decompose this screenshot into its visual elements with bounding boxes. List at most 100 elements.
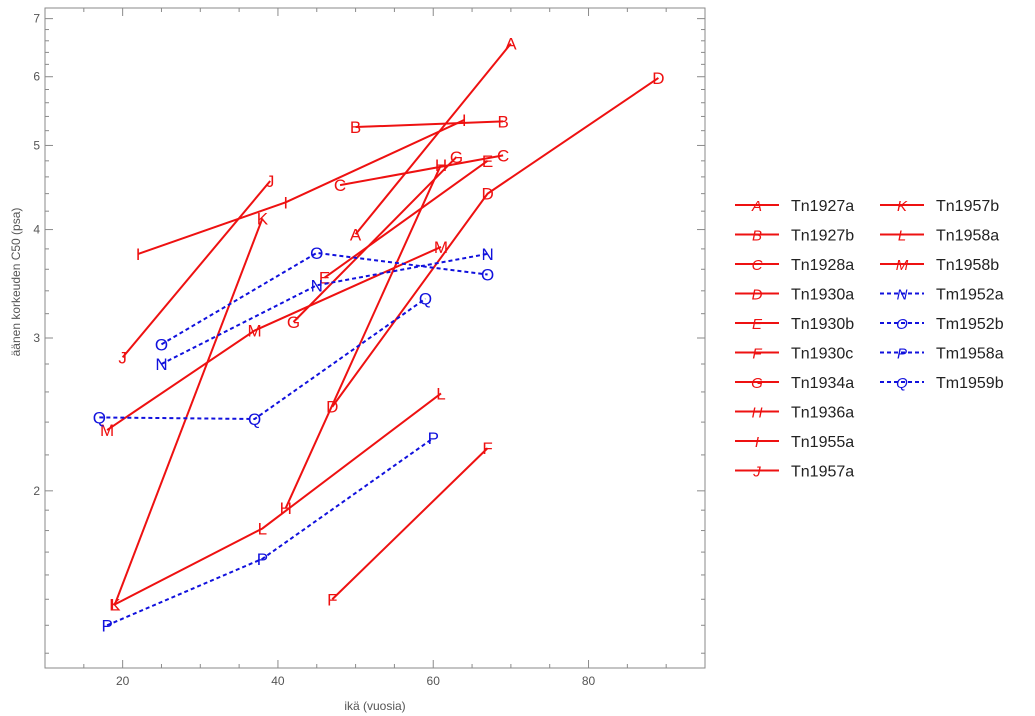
x-tick-label: 40 bbox=[271, 674, 285, 688]
legend-marker: C bbox=[752, 257, 763, 274]
data-point: I bbox=[462, 111, 467, 130]
data-point: P bbox=[101, 616, 112, 635]
legend-item-Tm1958a: P Tm1958a bbox=[880, 346, 1004, 363]
series-line bbox=[99, 297, 427, 420]
data-point: N bbox=[155, 355, 167, 374]
data-point: D bbox=[652, 69, 664, 88]
y-tick-label: 7 bbox=[33, 12, 40, 26]
legend-label: Tn1930a bbox=[791, 287, 854, 304]
legend-item-Tn1927a: A Tn1927a bbox=[735, 198, 854, 215]
series-Tm1959b: Q Q Q bbox=[93, 290, 432, 429]
data-point: L bbox=[436, 384, 445, 403]
data-point: Q bbox=[419, 290, 432, 309]
series-line bbox=[331, 77, 659, 408]
data-point: C bbox=[497, 146, 509, 165]
legend-label: Tm1959b bbox=[936, 375, 1004, 392]
legend-label: Tn1958b bbox=[936, 257, 999, 274]
legend-item-Tn1957a: J Tn1957a bbox=[735, 464, 854, 481]
legend-label: Tn1927b bbox=[791, 228, 854, 245]
legend-label: Tn1958a bbox=[936, 228, 999, 245]
data-point: O bbox=[310, 244, 323, 263]
series-Tn1957b: KK bbox=[109, 209, 269, 614]
data-point: M bbox=[100, 421, 114, 440]
legend-label: Tn1934a bbox=[791, 375, 854, 392]
data-point: B bbox=[497, 112, 508, 131]
legend-label: Tn1928a bbox=[791, 257, 854, 274]
series-line bbox=[355, 120, 504, 129]
series-line bbox=[106, 246, 442, 431]
series-line bbox=[106, 437, 434, 627]
series-Tn1936a: HH bbox=[280, 156, 448, 518]
series-line bbox=[121, 180, 271, 358]
legend-label: Tn1955a bbox=[791, 434, 854, 451]
data-point: C bbox=[334, 176, 346, 195]
series-line bbox=[137, 119, 465, 255]
series-layer: AAB BCCDDDEEFFGGHHIIIJJKKLLLMMMNNNOOOPPPQ… bbox=[93, 35, 665, 636]
legend-marker: J bbox=[752, 464, 761, 481]
y-tick-label: 3 bbox=[33, 331, 40, 345]
legend-item-Tn1936a: H Tn1936a bbox=[735, 405, 854, 422]
data-point: O bbox=[155, 335, 168, 354]
x-axis-title: ikä (vuosia) bbox=[344, 699, 405, 713]
series-line bbox=[284, 164, 442, 509]
legend-marker: N bbox=[897, 287, 908, 304]
legend-item-Tn1957b: K Tn1957b bbox=[880, 198, 999, 215]
data-point: I bbox=[136, 245, 141, 264]
x-tick-label: 60 bbox=[427, 674, 441, 688]
data-point: A bbox=[350, 225, 362, 244]
legend-label: Tn1936a bbox=[791, 405, 854, 422]
data-point: P bbox=[257, 550, 268, 569]
data-point: J bbox=[118, 348, 127, 367]
data-point: G bbox=[287, 313, 300, 332]
data-point: M bbox=[434, 238, 448, 257]
legend-marker: E bbox=[752, 316, 763, 333]
legend-item-Tm1952a: N Tm1952a bbox=[880, 287, 1004, 304]
legend-item-Tn1958a: L Tn1958a bbox=[880, 228, 999, 245]
legend-marker: D bbox=[752, 287, 763, 304]
legend-label: Tn1957b bbox=[936, 198, 999, 215]
series-Tm1952a: N N N bbox=[155, 245, 493, 374]
legend-marker: O bbox=[896, 316, 908, 333]
series-line bbox=[113, 218, 264, 605]
series-Tn1957a: JJ bbox=[118, 172, 274, 367]
series-Tn1930c: FF bbox=[327, 439, 493, 609]
x-tick-label: 80 bbox=[582, 674, 596, 688]
data-point: J bbox=[266, 172, 275, 191]
data-point: D bbox=[481, 185, 493, 204]
y-tick-label: 6 bbox=[33, 70, 40, 84]
plot-frame bbox=[44, 7, 706, 669]
legend-marker: L bbox=[898, 228, 906, 245]
legend: A Tn1927a B Tn1927b C Tn1928a D Tn1930a E Tn1930b… bbox=[735, 198, 1004, 481]
data-point: A bbox=[505, 35, 517, 54]
data-point: P bbox=[428, 429, 439, 448]
data-point: H bbox=[435, 156, 447, 175]
legend-item-Tn1930c: F Tn1930c bbox=[735, 346, 853, 363]
data-point: L bbox=[110, 595, 119, 614]
legend-label: Tn1927a bbox=[791, 198, 854, 215]
data-point: B bbox=[350, 118, 361, 137]
legend-label: Tn1930b bbox=[791, 316, 854, 333]
legend-item-Tm1959b: Q Tm1959b bbox=[880, 375, 1004, 392]
legend-marker: G bbox=[751, 375, 763, 392]
series-Tn1958b: M M M bbox=[100, 238, 448, 440]
y-tick-label: 2 bbox=[33, 484, 40, 498]
series-Tn1934a: GG bbox=[287, 148, 463, 332]
legend-label: Tn1930c bbox=[791, 346, 853, 363]
legend-marker: M bbox=[896, 257, 909, 274]
series-line bbox=[161, 252, 488, 365]
data-point: L bbox=[258, 519, 267, 538]
series-line bbox=[160, 251, 488, 346]
data-point: O bbox=[481, 266, 494, 285]
legend-item-Tn1934a: G Tn1934a bbox=[735, 375, 854, 392]
series-line bbox=[354, 43, 512, 235]
series-Tm1958a: P P P bbox=[101, 429, 438, 635]
data-point: N bbox=[311, 276, 323, 295]
series-Tn1958a: L L L bbox=[110, 384, 446, 614]
legend-item-Tm1952b: O Tm1952b bbox=[880, 316, 1004, 333]
data-point: K bbox=[257, 209, 269, 228]
y-tick-label: 5 bbox=[33, 138, 40, 152]
legend-marker: A bbox=[751, 198, 762, 215]
data-point: Q bbox=[93, 408, 106, 427]
data-point: E bbox=[319, 269, 330, 288]
